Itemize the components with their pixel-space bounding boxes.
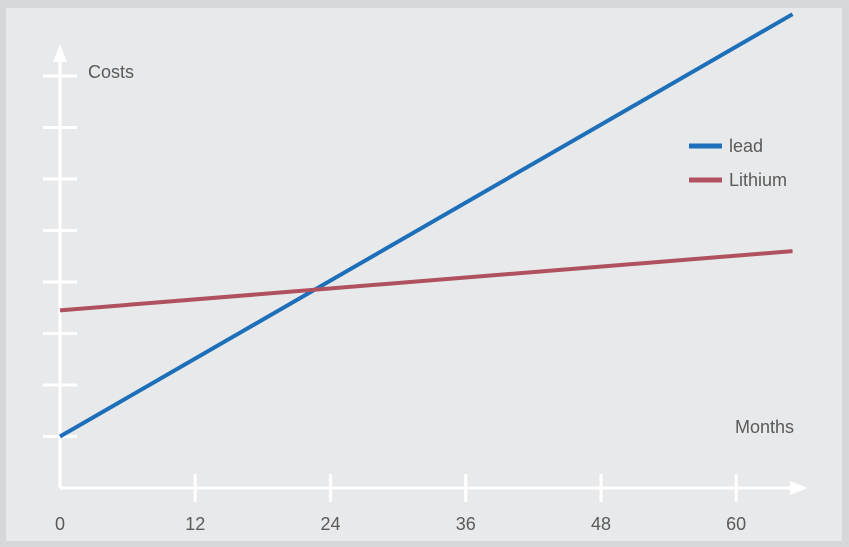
series-lines — [59, 12, 794, 439]
x-tick-label: 60 — [726, 514, 746, 534]
x-tick-label: 24 — [320, 514, 340, 534]
series-line-lead — [59, 12, 794, 439]
legend-label-lithium: Lithium — [729, 170, 787, 190]
y-axis-arrow — [53, 44, 67, 62]
x-axis-arrow — [790, 481, 808, 495]
legend: lead Lithium — [689, 136, 787, 190]
legend-label-lead: lead — [729, 136, 763, 156]
y-axis-label: Costs — [88, 62, 134, 82]
x-axis-label: Months — [735, 417, 794, 437]
series-line-lithium — [59, 249, 793, 313]
x-tick-label: 48 — [591, 514, 611, 534]
axis-labels: Costs Months — [88, 62, 794, 437]
axes — [53, 44, 808, 495]
x-tick-label: 36 — [456, 514, 476, 534]
chart-panel — [6, 8, 842, 541]
x-tick-label: 0 — [55, 514, 65, 534]
x-tick-label: 12 — [185, 514, 205, 534]
axis-ticks: 0 12 24 36 48 60 — [43, 74, 746, 534]
